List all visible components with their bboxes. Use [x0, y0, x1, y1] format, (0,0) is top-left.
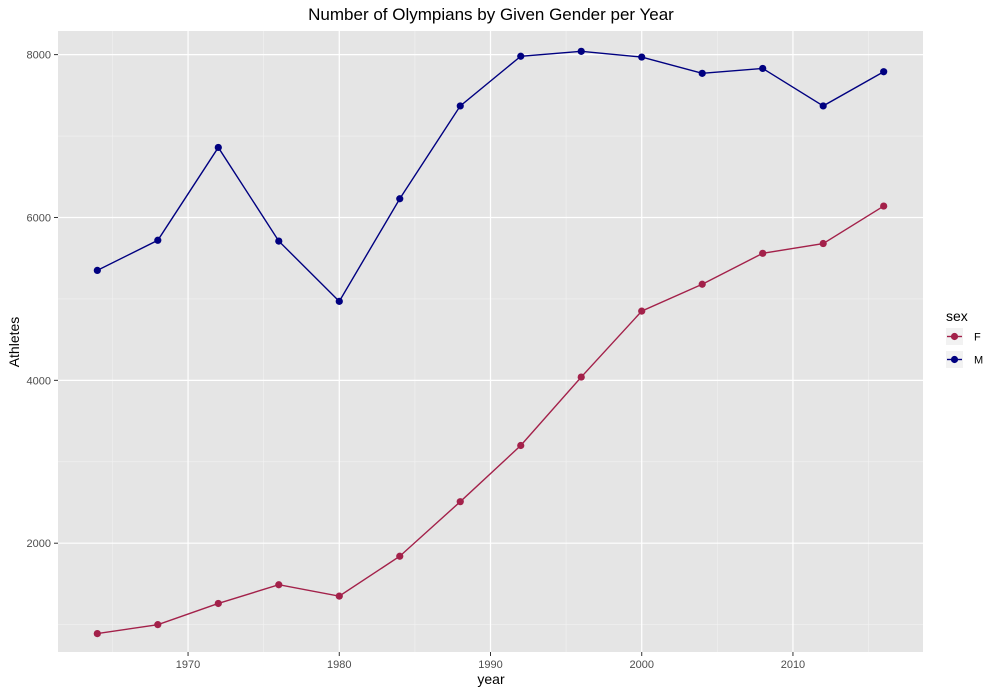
data-point-f: [396, 552, 404, 560]
data-point-m: [759, 64, 767, 73]
x-tick-label: 2000: [629, 659, 653, 671]
data-point-f: [335, 592, 343, 600]
data-point-f: [93, 629, 101, 638]
data-point-f: [698, 280, 706, 288]
data-point-f: [154, 621, 162, 629]
data-point-m: [396, 195, 404, 203]
x-tick-label: 1970: [176, 659, 200, 671]
x-tick-label: 1980: [327, 659, 351, 671]
data-point-m: [456, 102, 464, 110]
data-point-f: [517, 441, 525, 450]
x-tick-label: 2010: [781, 659, 805, 671]
y-tick-label: 2000: [27, 538, 51, 550]
data-point-m: [698, 69, 706, 77]
legend-point-m: [950, 355, 959, 364]
data-point-f: [214, 599, 222, 608]
y-tick-label: 4000: [27, 375, 51, 387]
data-point-m: [154, 236, 162, 244]
data-point-m: [335, 297, 343, 305]
data-point-f: [819, 239, 827, 248]
data-point-m: [517, 52, 525, 60]
x-tick-label: 1990: [478, 659, 502, 671]
legend-label-m: M: [974, 355, 983, 367]
data-point-f: [275, 581, 283, 589]
x-axis: 1970 1980 1990 2000 2010: [176, 652, 805, 671]
legend-title: sex: [946, 308, 968, 324]
data-point-m: [93, 266, 101, 275]
series-line-f: [97, 205, 885, 635]
data-point-m: [880, 68, 888, 76]
data-point-m: [577, 47, 585, 55]
data-point-f: [577, 373, 585, 381]
data-point-m: [819, 102, 827, 110]
data-point-f: [456, 498, 464, 506]
chart-title: Number of Olympians by Given Gender per …: [308, 5, 674, 24]
series-layer: [93, 47, 888, 638]
x-axis-title: year: [477, 671, 505, 687]
y-axis-title: Athletes: [6, 317, 22, 368]
series-line-m: [97, 50, 885, 303]
data-point-m: [214, 143, 222, 152]
data-point-f: [638, 307, 646, 315]
major-gridlines: [58, 31, 923, 652]
legend: sex FM: [946, 308, 983, 368]
data-point-m: [275, 237, 283, 245]
data-point-f: [880, 202, 888, 210]
y-axis: 2000 4000 6000 8000: [27, 50, 58, 550]
legend-label-f: F: [974, 332, 981, 344]
data-point-f: [759, 249, 767, 257]
y-tick-label: 6000: [27, 212, 51, 224]
legend-point-f: [950, 332, 959, 341]
data-point-m: [638, 53, 646, 61]
y-tick-label: 8000: [27, 50, 51, 62]
